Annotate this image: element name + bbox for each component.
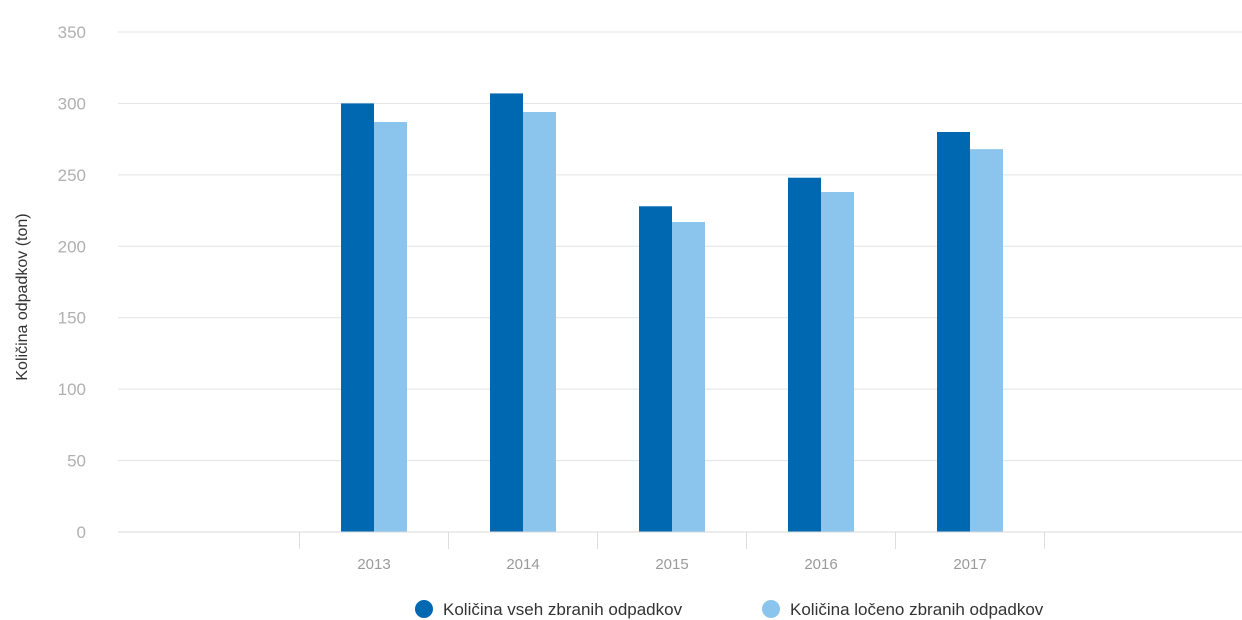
bar-2014-series-2 — [523, 112, 556, 532]
x-tick-label-2015: 2015 — [655, 556, 688, 573]
y-tick-label-0: 0 — [77, 523, 86, 542]
legend: Količina vseh zbranih odpadkov Količina l… — [415, 600, 1044, 619]
bar-2016-series-2 — [821, 192, 854, 532]
bar-2017-series-1 — [937, 132, 970, 532]
legend-item-1[interactable]: Količina vseh zbranih odpadkov — [415, 600, 683, 619]
bar-2015-series-2 — [672, 222, 705, 532]
y-tick-label-150: 150 — [58, 309, 86, 328]
x-tick-label-2013: 2013 — [357, 556, 390, 573]
x-tick-label-2014: 2014 — [506, 556, 539, 573]
y-tick-label-200: 200 — [58, 237, 86, 256]
y-tick-label-300: 300 — [58, 94, 86, 113]
y-axis-title: Količina odpadkov (ton) — [14, 213, 31, 380]
bar-2013-series-1 — [341, 103, 374, 532]
x-tick-label-2017: 2017 — [953, 556, 986, 573]
x-axis: 2013 2014 2015 2016 2017 — [118, 531, 1242, 573]
x-tick-label-2016: 2016 — [804, 556, 837, 573]
legend-marker-2 — [762, 600, 780, 618]
legend-marker-1 — [415, 600, 433, 618]
bar-2017-series-2 — [970, 149, 1003, 532]
bar-2016-series-1 — [788, 177, 821, 532]
bars — [341, 93, 1003, 533]
y-tick-label-350: 350 — [58, 23, 86, 42]
y-tick-label-250: 250 — [58, 166, 86, 185]
legend-label-2: Količina ločeno zbranih odpadkov — [790, 600, 1044, 619]
legend-label-1: Količina vseh zbranih odpadkov — [443, 600, 683, 619]
y-tick-labels: 0 50 100 150 200 250 300 350 — [58, 23, 86, 542]
bar-2015-series-1 — [639, 206, 672, 533]
bar-2013-series-2 — [374, 122, 407, 532]
y-tick-label-50: 50 — [67, 452, 86, 471]
legend-item-2[interactable]: Količina ločeno zbranih odpadkov — [762, 600, 1044, 619]
bar-2014-series-1 — [490, 93, 523, 532]
y-tick-label-100: 100 — [58, 380, 86, 399]
